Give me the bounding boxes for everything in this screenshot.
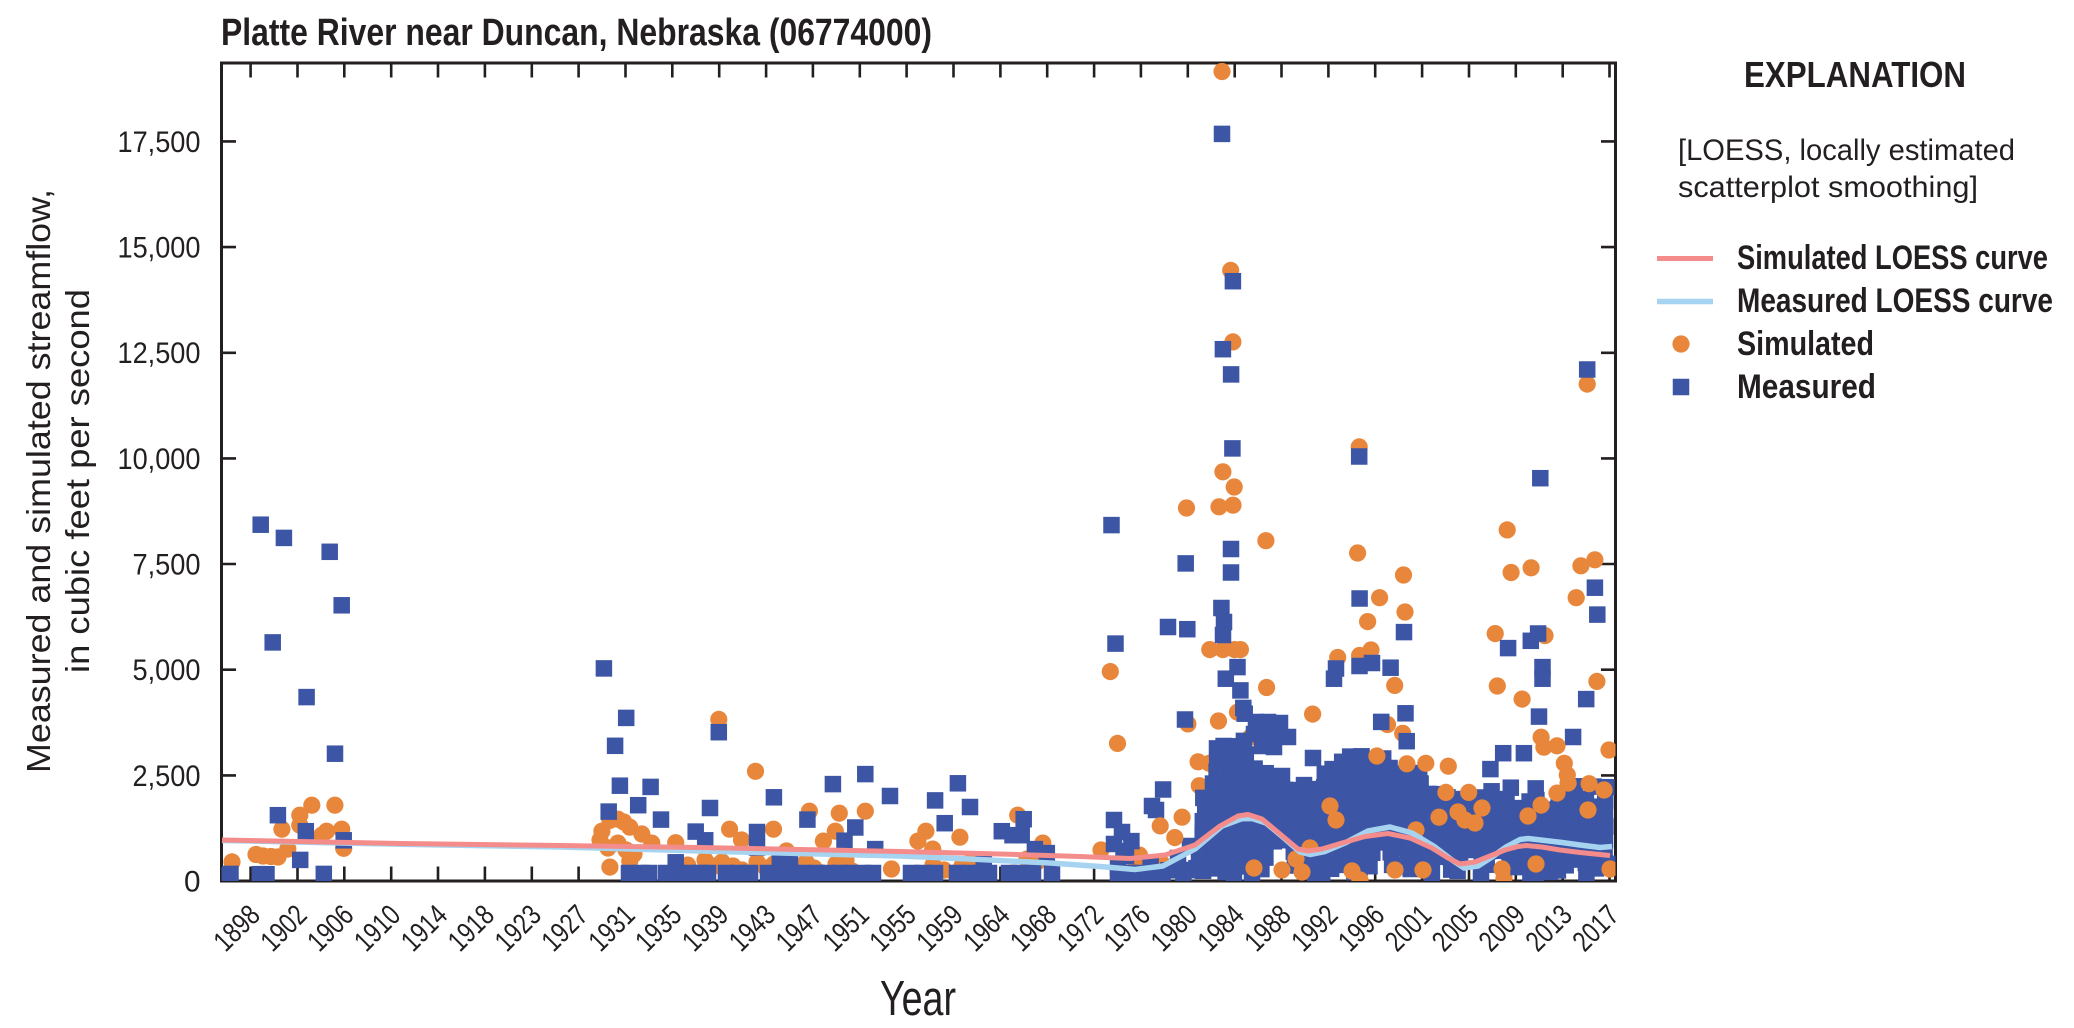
- svg-text:Measured LOESS curve: Measured LOESS curve: [1737, 282, 2053, 320]
- svg-text:in cubic feet per second: in cubic feet per second: [59, 289, 96, 673]
- svg-text:10,000: 10,000: [118, 443, 201, 476]
- svg-text:7,500: 7,500: [133, 549, 201, 582]
- svg-text:12,500: 12,500: [118, 337, 201, 370]
- svg-text:scatterplot smoothing]: scatterplot smoothing]: [1678, 171, 1978, 204]
- svg-text:Simulated: Simulated: [1737, 325, 1874, 363]
- svg-text:5,000: 5,000: [133, 654, 201, 687]
- svg-text:Platte River near Duncan, Nebr: Platte River near Duncan, Nebraska (0677…: [221, 12, 932, 54]
- svg-text:EXPLANATION: EXPLANATION: [1744, 54, 1966, 95]
- svg-text:2,500: 2,500: [133, 760, 201, 793]
- svg-text:Measured: Measured: [1737, 368, 1876, 406]
- svg-text:Year: Year: [880, 972, 956, 1026]
- svg-text:Simulated LOESS curve: Simulated LOESS curve: [1737, 239, 2048, 277]
- svg-text:[LOESS, locally estimated: [LOESS, locally estimated: [1678, 134, 2015, 167]
- svg-text:Measured and simulated streamf: Measured and simulated streamflow,: [20, 189, 57, 773]
- svg-text:17,500: 17,500: [118, 126, 201, 159]
- svg-text:15,000: 15,000: [118, 232, 201, 265]
- svg-text:0: 0: [184, 866, 201, 899]
